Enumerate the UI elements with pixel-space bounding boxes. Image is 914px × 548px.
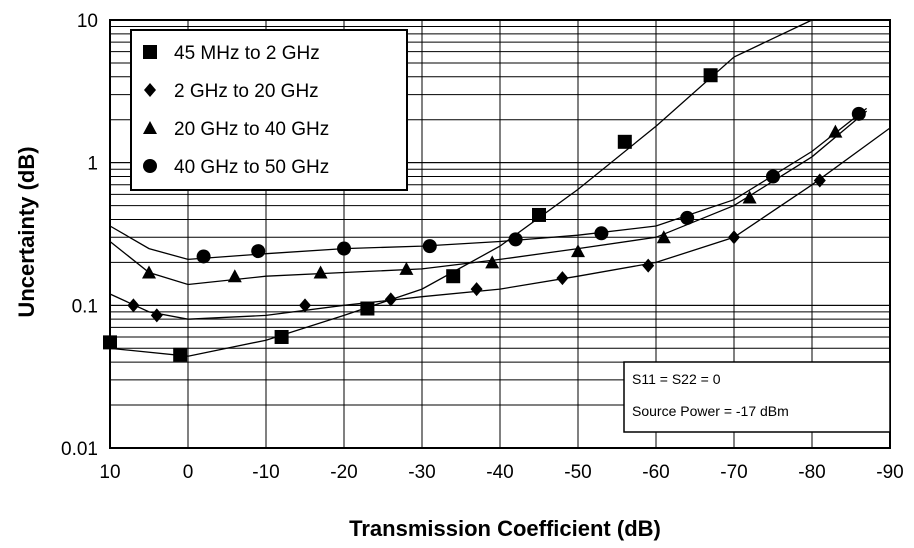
data-point-square (446, 269, 461, 284)
y-tick-label: 0.1 (72, 296, 98, 317)
x-tick-label: -70 (720, 462, 747, 483)
legend-label: 40 GHz to 50 GHz (174, 157, 329, 178)
data-point-circle (766, 169, 780, 184)
x-tick-label: -80 (798, 462, 825, 483)
x-tick-label: -60 (642, 462, 669, 483)
x-tick-label: 10 (99, 462, 120, 483)
data-point-diamond (384, 292, 397, 307)
x-tick-label: -30 (408, 462, 435, 483)
x-tick-labels: 10 0 -10 -20 -30 -40 -50 -60 -70 -80 -90 (99, 462, 903, 483)
x-tick-label: -50 (564, 462, 591, 483)
data-point-triangle (227, 269, 242, 283)
data-point-square (532, 207, 546, 222)
data-point-circle (422, 239, 437, 254)
x-tick-label: -10 (252, 462, 279, 483)
data-point-triangle (142, 265, 156, 279)
series-curve-1 (109, 127, 891, 320)
x-axis-title: Transmission Coefficient (dB) (349, 516, 661, 541)
data-point-circle (851, 106, 866, 121)
data-point-diamond (728, 230, 740, 245)
data-point-circle (337, 241, 351, 256)
data-point-square (703, 68, 718, 83)
x-tick-label: -90 (876, 462, 903, 483)
data-point-triangle (656, 230, 671, 244)
legend: 45 MHz to 2 GHz 2 GHz to 20 GHz 20 GHz to … (130, 29, 408, 191)
data-point-diamond (556, 271, 569, 286)
data-point-diamond (150, 308, 163, 323)
data-point-triangle (313, 265, 328, 279)
data-point-triangle (742, 190, 757, 204)
data-point-diamond (127, 298, 140, 313)
annotation-line-2: Source Power = -17 dBm (632, 403, 789, 419)
series-curve-0 (109, 19, 813, 357)
legend-label: 45 MHz to 2 GHz (174, 43, 320, 64)
data-point-circle (508, 232, 523, 247)
data-point-circle (251, 244, 266, 259)
data-point-diamond (813, 173, 826, 188)
data-point-diamond (642, 258, 655, 273)
annotation-box (623, 361, 891, 433)
plot-frame (109, 19, 891, 449)
data-point-triangle (399, 261, 414, 275)
legend-box (130, 29, 408, 191)
y-tick-label: 1 (87, 154, 98, 175)
data-point-circle (680, 210, 695, 225)
data-point-square (173, 347, 188, 362)
x-tick-label: -40 (486, 462, 513, 483)
x-tick-label: 0 (183, 462, 194, 483)
series-curve-3 (109, 107, 868, 261)
y-axis-title: Uncertainty (dB) (14, 146, 39, 317)
data-point-diamond (299, 298, 311, 313)
data-point-triangle (571, 244, 585, 258)
legend-marker-triangle (143, 121, 157, 134)
x-tick-label: -20 (330, 462, 357, 483)
data-point-circle (594, 226, 609, 241)
data-point-square (274, 329, 289, 344)
annotation-line-1: S11 = S22 = 0 (632, 371, 721, 387)
data-point-square (360, 301, 375, 316)
y-tick-label: 10 (77, 11, 98, 32)
data-point-circle (196, 249, 211, 264)
legend-marker-square (143, 45, 157, 59)
legend-marker-circle (143, 159, 157, 173)
data-point-triangle (485, 255, 500, 269)
data-point-triangle (828, 124, 843, 138)
legend-marker-diamond (144, 83, 156, 97)
data-point-diamond (470, 282, 483, 297)
data-markers (103, 68, 866, 362)
legend-label: 2 GHz to 20 GHz (174, 81, 319, 102)
y-tick-label: 0.01 (61, 439, 98, 460)
legend-label: 20 GHz to 40 GHz (174, 119, 329, 140)
y-tick-labels: 0.01 0.1 1 10 (61, 11, 98, 460)
data-point-square (617, 134, 632, 149)
conditions-annotation: S11 = S22 = 0 Source Power = -17 dBm (623, 361, 891, 433)
